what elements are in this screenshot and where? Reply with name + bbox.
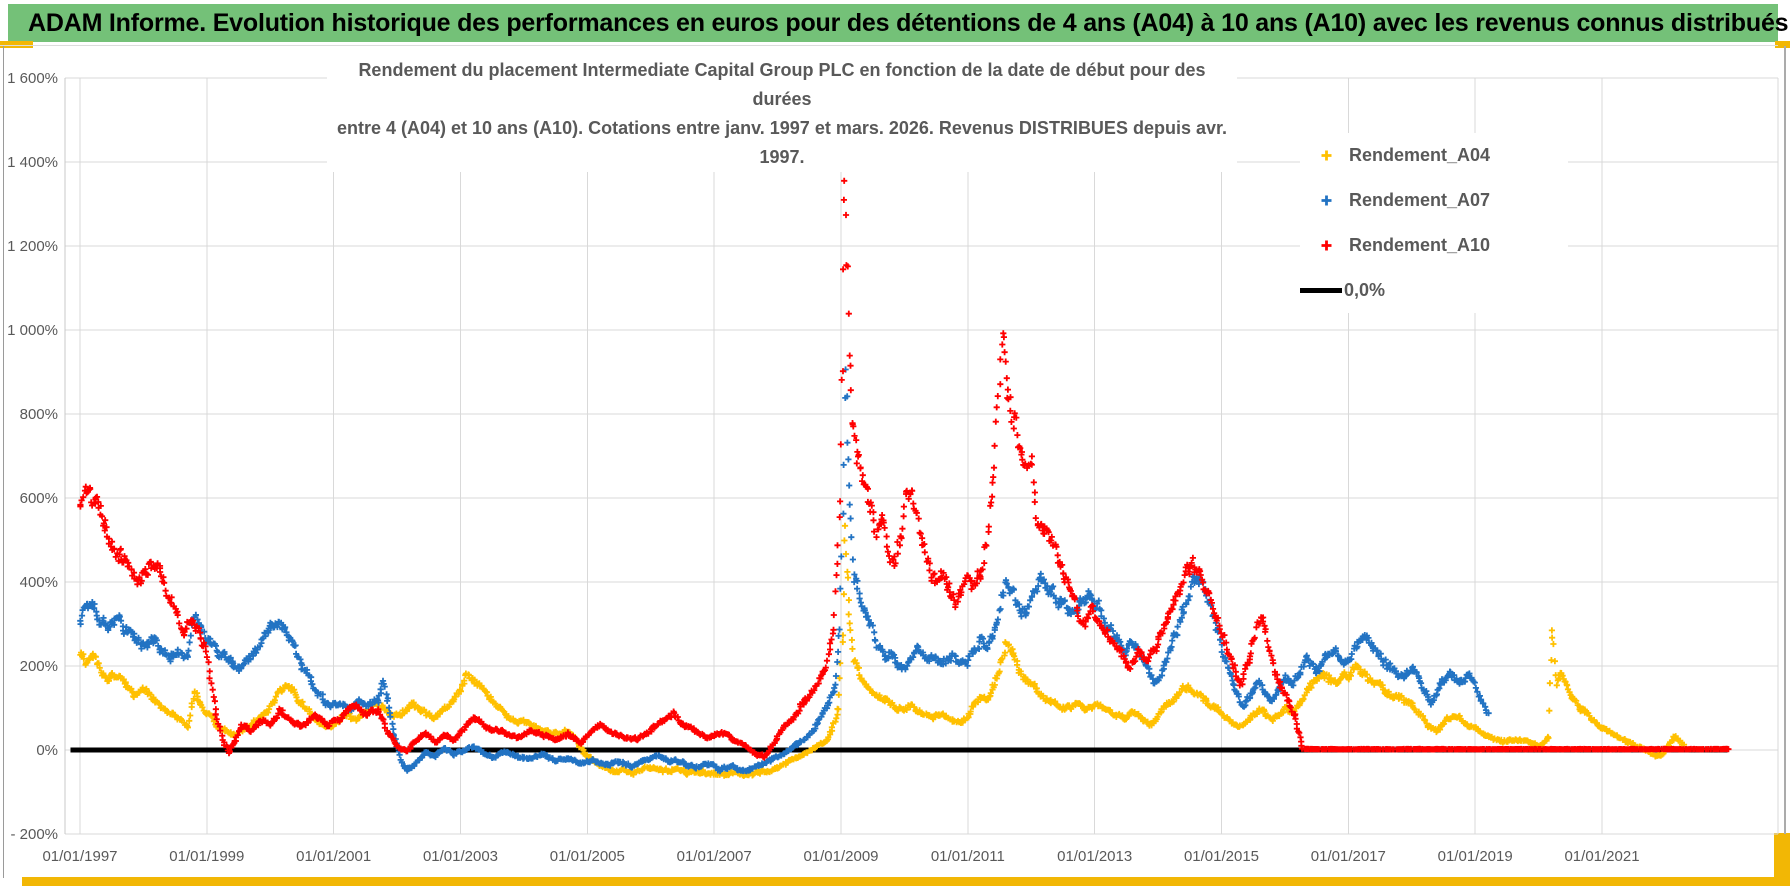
gold-border-top-right	[1775, 41, 1790, 48]
axis-labels: - 200% 0% 200% 400% 600% 800% 1 000% 1 200% 1 40…	[7, 70, 1639, 865]
x-axis-tick: 01/01/2009	[803, 848, 878, 865]
page-title: ADAM Informe. Evolution historique des p…	[28, 8, 1789, 37]
y-axis-tick: 600%	[20, 490, 58, 507]
x-axis-tick: 01/01/2019	[1438, 848, 1513, 865]
header-bar: ADAM Informe. Evolution historique des p…	[8, 4, 1789, 42]
legend-label: Rendement_A04	[1349, 145, 1491, 165]
chart-title-line1: Rendement du placement Intermediate Capi…	[358, 60, 1206, 109]
series-Rendement_A07	[77, 366, 1492, 775]
y-axis-tick: 1 200%	[7, 238, 58, 255]
x-axis-tick: 01/01/2003	[423, 848, 498, 865]
x-axis-tick: 01/01/1999	[169, 848, 244, 865]
gold-border-right	[1774, 833, 1790, 886]
x-axis-tick: 01/01/2007	[677, 848, 752, 865]
chart-title-line2: entre 4 (A04) et 10 ans (A10). Cotations…	[336, 118, 1227, 167]
x-axis-tick: 01/01/1997	[42, 848, 117, 865]
x-axis-tick: 01/01/2011	[931, 848, 1005, 865]
legend-zero-line-icon	[1300, 288, 1342, 293]
legend-plus-icon	[1321, 150, 1332, 161]
gold-border-bottom	[22, 877, 1790, 886]
page-left-edge	[3, 46, 4, 878]
y-axis-tick: - 200%	[10, 826, 58, 843]
y-axis-tick: 0%	[36, 742, 58, 759]
y-axis-tick: 1 400%	[7, 154, 58, 171]
legend-item-rendement-a10: Rendement_A10	[1300, 223, 1568, 268]
gold-border-top-left	[0, 41, 33, 48]
legend-label: 0,0%	[1344, 280, 1386, 300]
x-axis-tick: 01/01/2021	[1564, 848, 1639, 865]
x-axis-tick: 01/01/2005	[550, 848, 625, 865]
y-axis-tick: 400%	[20, 574, 58, 591]
page-right-edge	[1784, 46, 1786, 834]
y-axis-tick: 1 000%	[7, 322, 58, 339]
header-divider	[0, 45, 1778, 46]
chart-legend: Rendement_A04 Rendement_A07 Rendement_A10 0…	[1300, 133, 1568, 313]
y-axis-tick: 200%	[20, 658, 58, 675]
legend-label: Rendement_A07	[1349, 190, 1491, 210]
x-axis-tick: 01/01/2015	[1184, 848, 1259, 865]
y-axis-tick: 1 600%	[7, 70, 58, 87]
y-axis-tick: 800%	[20, 406, 58, 423]
chart-title: Rendement du placement Intermediate Capi…	[327, 56, 1237, 172]
legend-plus-icon	[1321, 195, 1332, 206]
series-Rendement_A10	[77, 177, 1732, 761]
legend-plus-icon	[1321, 240, 1332, 251]
legend-label: Rendement_A10	[1349, 235, 1491, 255]
x-axis-tick: 01/01/2001	[296, 848, 371, 865]
legend-item-rendement-a07: Rendement_A07	[1300, 178, 1568, 223]
legend-item-rendement-a04: Rendement_A04	[1300, 133, 1568, 178]
x-axis-tick: 01/01/2017	[1311, 848, 1386, 865]
x-axis-tick: 01/01/2013	[1057, 848, 1132, 865]
legend-item-0-0-: 0,0%	[1300, 268, 1568, 313]
